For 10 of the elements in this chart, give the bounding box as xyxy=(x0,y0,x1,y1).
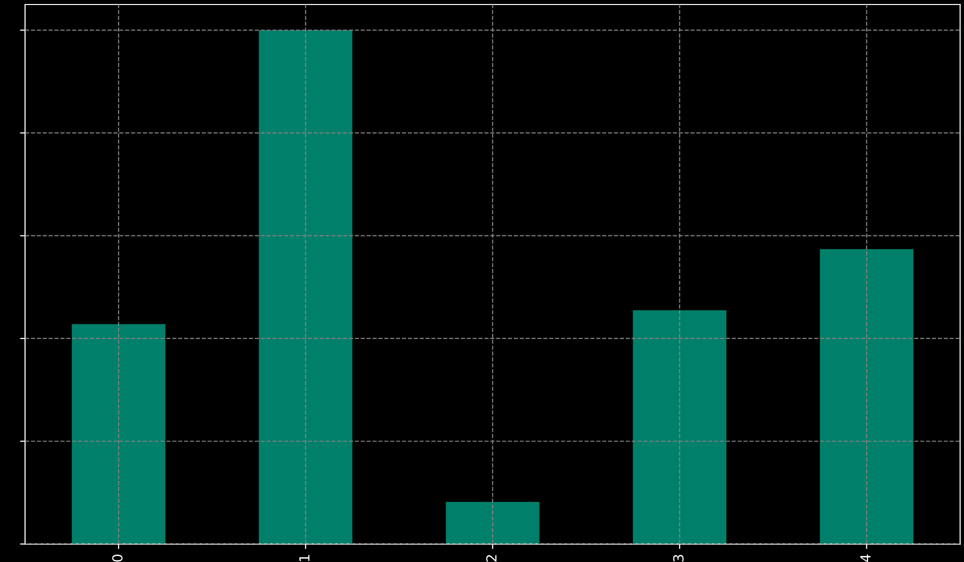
bar xyxy=(72,324,166,544)
x-tick-label: 3 xyxy=(673,554,684,562)
x-tick-label: 4 xyxy=(860,554,870,562)
bar xyxy=(632,310,726,544)
x-tick-label: 1 xyxy=(299,555,310,562)
bar xyxy=(820,249,914,544)
bar xyxy=(446,502,540,544)
x-tick-label: 2 xyxy=(486,555,496,562)
x-tick-label: 0 xyxy=(112,554,123,562)
bar xyxy=(258,30,352,544)
